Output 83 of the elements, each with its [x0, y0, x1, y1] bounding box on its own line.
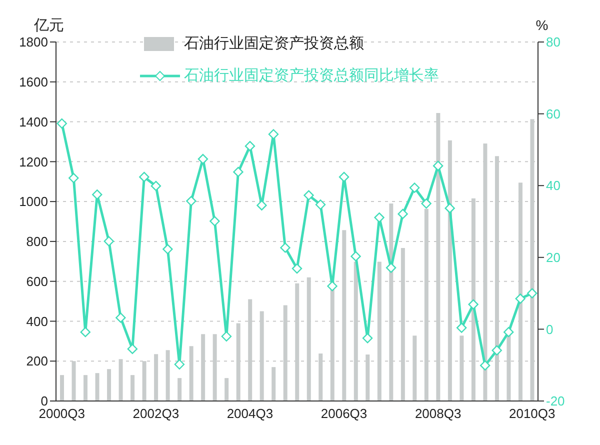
point [327, 281, 338, 292]
point [338, 172, 350, 182]
y2-tick-label: 20 [546, 250, 560, 266]
point [92, 189, 102, 200]
point [362, 333, 373, 344]
point [515, 294, 526, 304]
point [280, 242, 290, 253]
point [304, 190, 314, 200]
point [221, 331, 232, 342]
point [186, 196, 196, 206]
y-tick-label: 400 [26, 314, 48, 329]
y2-tick-label: -20 [546, 394, 565, 409]
x-tick-label: 2004Q3 [226, 406, 274, 422]
bar [306, 277, 311, 401]
point [68, 172, 79, 184]
x-tick-label: 2002Q3 [132, 406, 180, 422]
point [244, 141, 256, 152]
point [480, 360, 490, 371]
bar [448, 140, 452, 401]
point [292, 263, 302, 274]
y2-axis-title: % [536, 17, 548, 33]
y2-tick-label: 80 [546, 34, 560, 50]
bar [118, 359, 123, 401]
point [409, 182, 420, 193]
point [233, 166, 244, 178]
bar [84, 375, 88, 401]
point [350, 251, 361, 262]
point [398, 208, 408, 220]
point [210, 216, 220, 226]
point [527, 288, 538, 298]
point [492, 345, 502, 356]
point [421, 198, 432, 209]
x-tick-label: 2008Q3 [414, 406, 462, 422]
x-tick-label: 2000Q3 [38, 406, 86, 422]
y-axis-title: 亿元 [33, 17, 64, 34]
y-tick-label: 1000 [19, 194, 48, 210]
point [386, 262, 396, 273]
bar [377, 262, 382, 401]
point [162, 244, 173, 254]
point [444, 203, 455, 214]
legend-label: 石油行业固定资产投资总额同比增长率 [184, 66, 439, 86]
bar [272, 367, 276, 401]
y2-tick-label: 40 [546, 178, 560, 194]
point [80, 326, 90, 338]
bar [412, 336, 417, 401]
y2-tick-label: 0 [546, 322, 554, 337]
y2-tick-label: 60 [546, 106, 560, 122]
bar [483, 144, 488, 401]
point [174, 359, 185, 370]
point [198, 154, 208, 164]
point [504, 326, 514, 338]
point [256, 200, 267, 210]
bar [130, 375, 135, 401]
y-tick-label: 1200 [19, 154, 48, 170]
bar [107, 369, 112, 401]
bar [95, 373, 100, 401]
bar [224, 378, 229, 401]
bar [342, 230, 346, 401]
y-tick-label: 1400 [19, 114, 48, 130]
y-tick-label: 800 [26, 234, 48, 250]
bar [60, 375, 64, 401]
point [432, 160, 444, 171]
point [268, 129, 279, 140]
point [315, 200, 326, 210]
y-tick-label: 0 [40, 394, 48, 409]
point [456, 322, 467, 333]
legend-label: 石油行业固定资产投资总额 [184, 34, 364, 54]
point [104, 236, 114, 246]
bar [154, 354, 158, 401]
point [374, 212, 384, 223]
y-tick-label: 1800 [19, 34, 48, 50]
point [468, 299, 478, 310]
point [56, 118, 67, 129]
y-tick-label: 200 [26, 354, 48, 369]
point [150, 180, 162, 192]
point [127, 344, 138, 354]
x-tick-label: 2010Q3 [508, 406, 556, 422]
point [139, 172, 150, 182]
point [116, 312, 126, 323]
bar [178, 378, 182, 401]
y-tick-label: 1600 [19, 74, 48, 90]
y-tick-label: 600 [26, 274, 48, 289]
x-tick-label: 2006Q3 [320, 406, 368, 422]
